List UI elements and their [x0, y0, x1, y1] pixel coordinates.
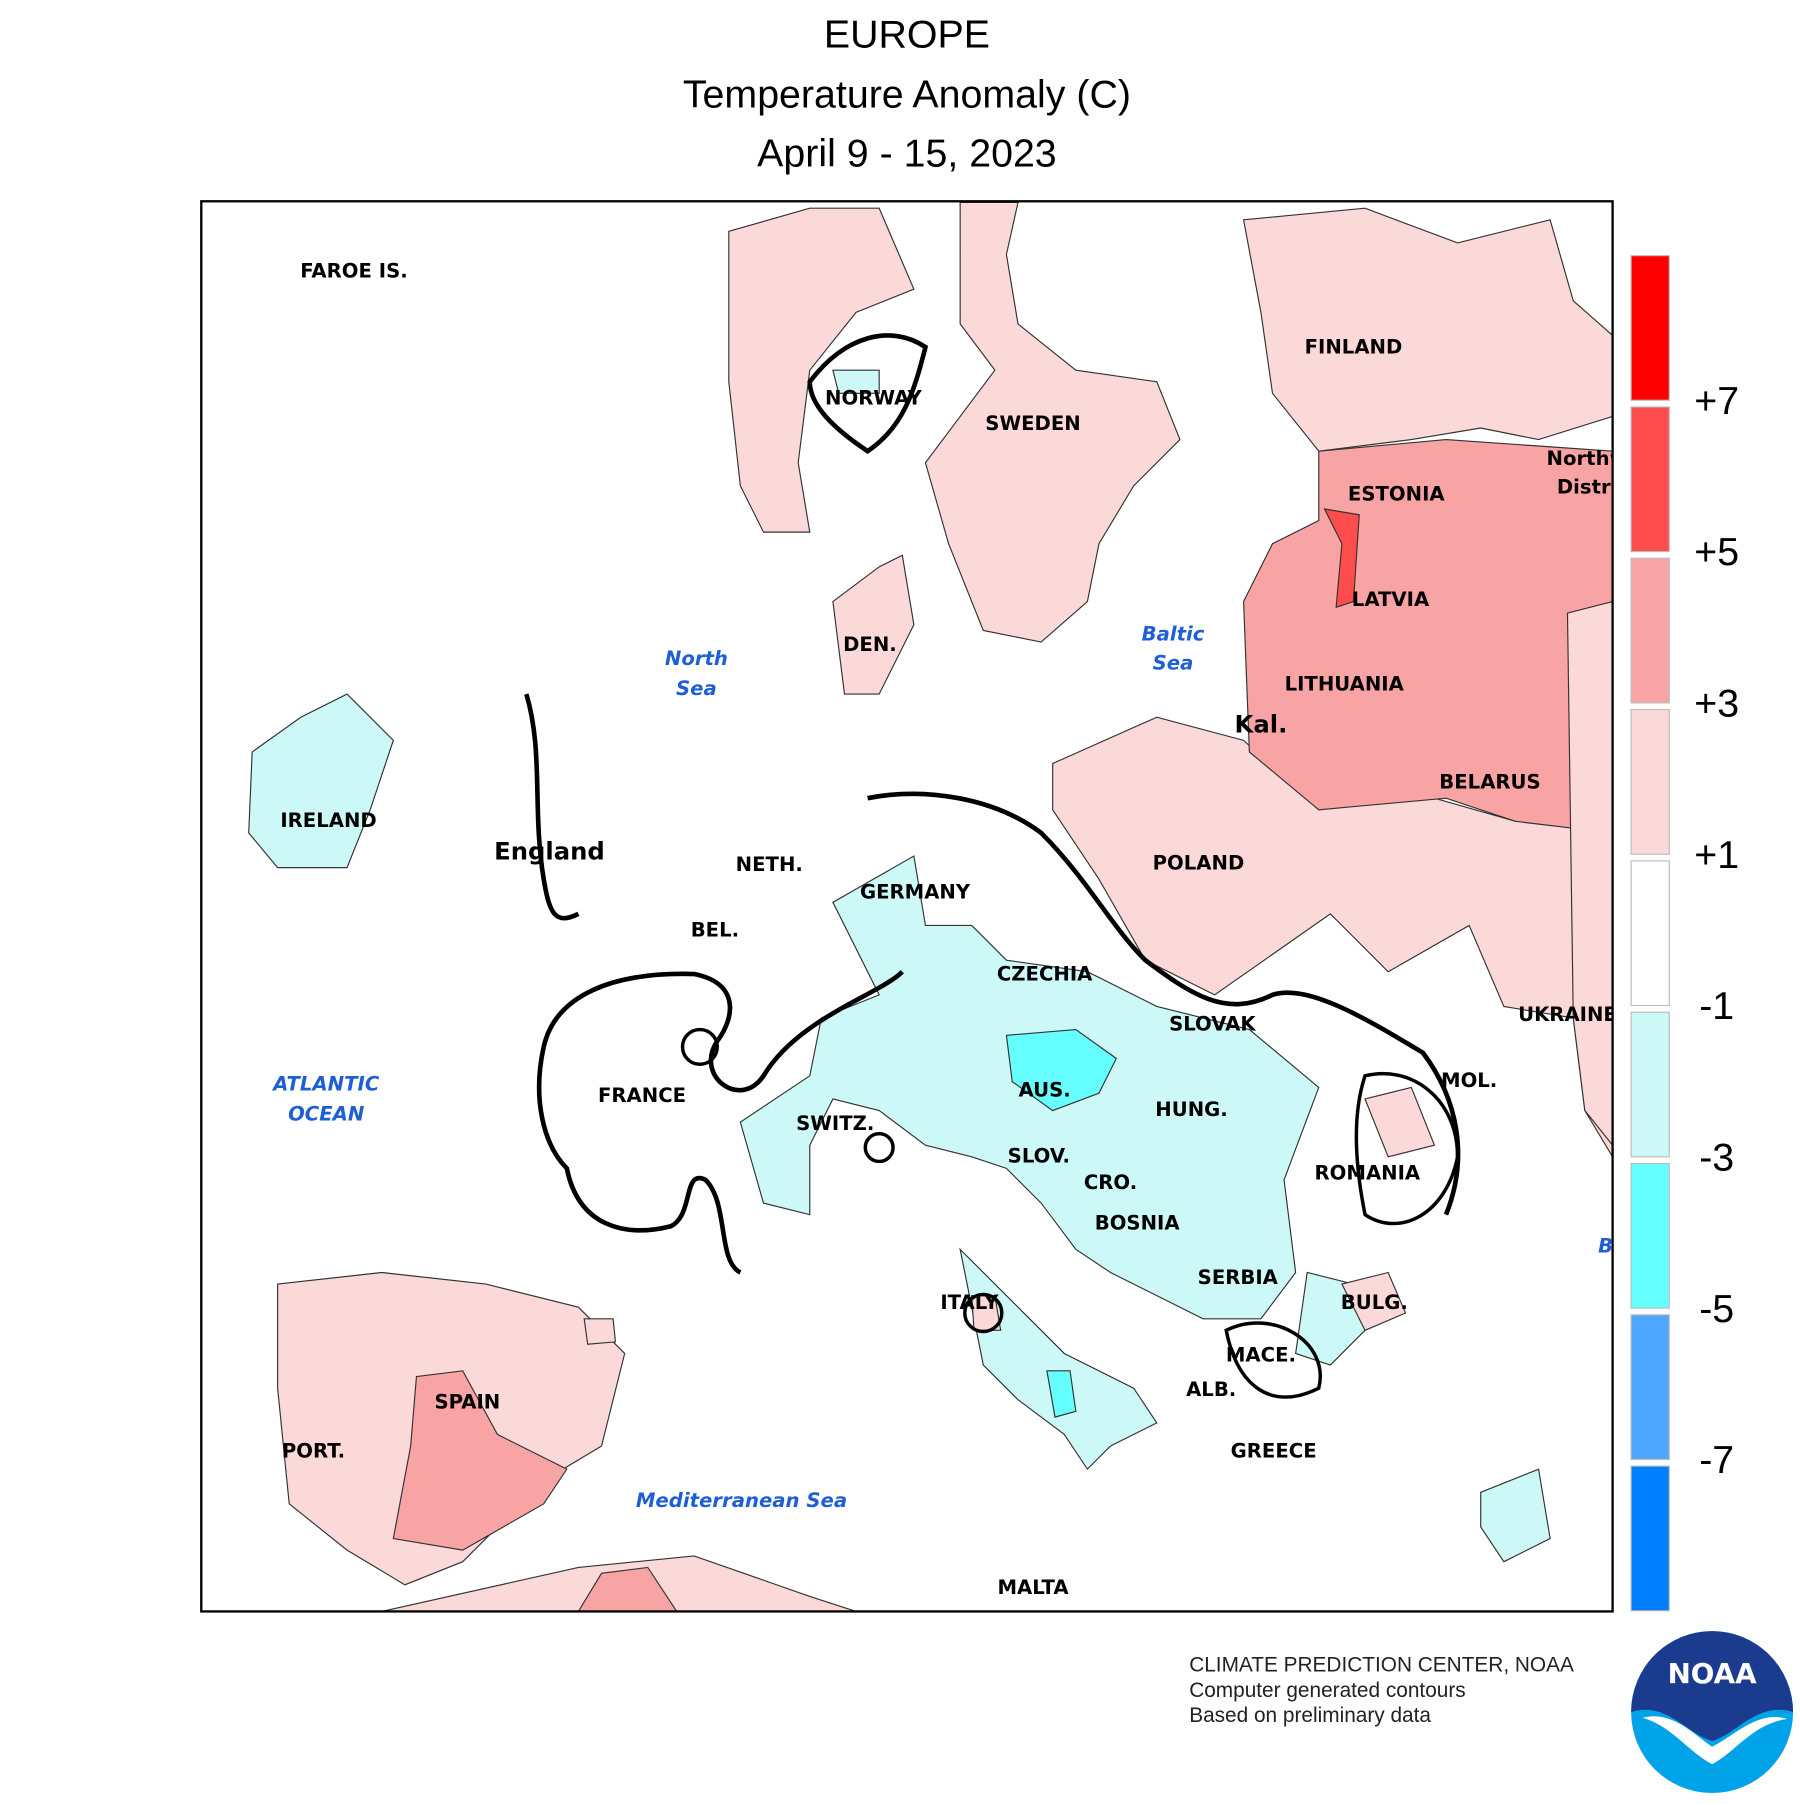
place-label: GERMANY: [860, 881, 971, 904]
place-label: ALB.: [1186, 1378, 1236, 1401]
place-label: BELARUS: [1439, 771, 1540, 794]
noaa-logo: NOAA: [1631, 1631, 1794, 1794]
place-label: NETH.: [736, 853, 803, 876]
anomaly-region: [392, 1370, 568, 1551]
anomaly-region: [832, 369, 880, 394]
water-label: North: [665, 647, 728, 670]
anomaly-region: [959, 1247, 1158, 1471]
place-label: ESTONIA: [1348, 483, 1445, 506]
place-label: SWEDEN: [985, 412, 1080, 435]
place-label: MALTA: [997, 1576, 1069, 1599]
water-label: B: [1598, 1235, 1613, 1258]
water-label: Mediterranean Sea: [636, 1489, 847, 1512]
anomaly-region: [1341, 1271, 1407, 1332]
place-label: UKRAINE: [1518, 1003, 1617, 1026]
place-label: NORWAY: [825, 387, 922, 410]
water-label: Baltic: [1142, 623, 1205, 646]
place-label: SLOVAK: [1169, 1012, 1256, 1035]
place-label: LITHUANIA: [1285, 672, 1405, 695]
place-label: CZECHIA: [997, 963, 1093, 986]
anomaly-region: [1242, 439, 1613, 834]
place-label: HUNG.: [1155, 1098, 1227, 1121]
place-label: FRANCE: [598, 1084, 686, 1107]
legend-swatch: [1630, 860, 1670, 1007]
place-label: Northw: [1547, 447, 1628, 470]
place-label: FAROE IS.: [300, 259, 407, 282]
place-label: BEL.: [691, 919, 739, 942]
title-line: April 9 - 15, 2023: [757, 132, 1057, 176]
legend-swatch: [1630, 1162, 1670, 1309]
legend-swatch: [1630, 557, 1670, 704]
legend-swatch: [1630, 1465, 1670, 1612]
anomaly-region: [832, 554, 915, 695]
water-label: Sea: [1153, 652, 1194, 675]
place-label: AUS.: [1019, 1078, 1071, 1101]
anomaly-region: [728, 207, 915, 533]
anomaly-regions: [248, 201, 1613, 1612]
place-label: CRO.: [1084, 1171, 1137, 1194]
place-label: SLOV.: [1008, 1144, 1070, 1167]
anomaly-region: [583, 1318, 617, 1345]
title-line: EUROPE: [824, 12, 990, 56]
footer-line: Computer generated contours: [1189, 1679, 1466, 1702]
anomaly-region: [1323, 508, 1360, 609]
place-label: DEN.: [843, 633, 897, 656]
anomaly-region: [1566, 600, 1613, 1147]
anomaly-region: [1364, 1086, 1436, 1158]
place-label: MOL.: [1441, 1069, 1497, 1092]
logo-text: NOAA: [1668, 1657, 1758, 1690]
title-line: Temperature Anomaly (C): [683, 73, 1131, 117]
water-label: Sea: [676, 677, 717, 700]
legend-swatch: [1630, 709, 1670, 855]
place-label: SERBIA: [1198, 1266, 1279, 1289]
place-label: FINLAND: [1305, 336, 1403, 359]
legend-label: -1: [1699, 984, 1734, 1028]
footer-line: CLIMATE PREDICTION CENTER, NOAA: [1189, 1653, 1574, 1676]
place-label: PORT.: [282, 1439, 345, 1462]
place-label: BULG.: [1341, 1291, 1408, 1314]
footer-line: Based on preliminary data: [1189, 1704, 1431, 1727]
labels: FAROE IS. NORWAY SWEDEN FINLAND ESTONIA North…: [271, 259, 1628, 1599]
legend-swatch: [1630, 1314, 1670, 1461]
place-label: SWITZ.: [796, 1112, 874, 1135]
legend-label: -3: [1699, 1135, 1734, 1179]
legend-label: -7: [1699, 1438, 1734, 1482]
anomaly-region: [248, 693, 394, 869]
legend-label: +1: [1694, 833, 1739, 877]
place-label: LATVIA: [1352, 588, 1430, 611]
water-label: ATLANTIC: [271, 1073, 380, 1096]
place-label: ROMANIA: [1315, 1162, 1421, 1185]
map-frame: [200, 200, 1614, 1613]
place-label: MACE.: [1226, 1343, 1296, 1366]
place-label: ITALY: [940, 1291, 999, 1314]
anomaly-region: [924, 201, 1181, 643]
place-label: Distri: [1557, 476, 1618, 499]
water-label: OCEAN: [288, 1103, 365, 1126]
anomaly-region: [1242, 207, 1613, 452]
legend-swatch: [1630, 406, 1670, 553]
anomaly-region: [1046, 1370, 1077, 1418]
place-label: GREECE: [1231, 1439, 1317, 1462]
place-label: BOSNIA: [1095, 1211, 1181, 1234]
contours: [524, 333, 1461, 1399]
anomaly-region: [577, 1566, 678, 1612]
legend-label: +5: [1694, 530, 1739, 574]
anomaly-region: [1480, 1468, 1551, 1563]
legend: +7 +5 +3 +1 -1 -3 -5 -7: [1630, 255, 1739, 1612]
place-label: Kal.: [1235, 709, 1288, 738]
place-label: SPAIN: [434, 1391, 500, 1414]
place-label: England: [494, 837, 605, 866]
place-label: POLAND: [1153, 852, 1245, 875]
anomaly-region: [1005, 1028, 1118, 1112]
legend-swatch: [1630, 1011, 1670, 1158]
legend-label: -5: [1699, 1287, 1734, 1331]
legend-swatch: [1630, 255, 1670, 401]
place-label: IRELAND: [280, 809, 376, 832]
legend-label: +7: [1694, 379, 1739, 423]
legend-label: +3: [1694, 682, 1739, 726]
